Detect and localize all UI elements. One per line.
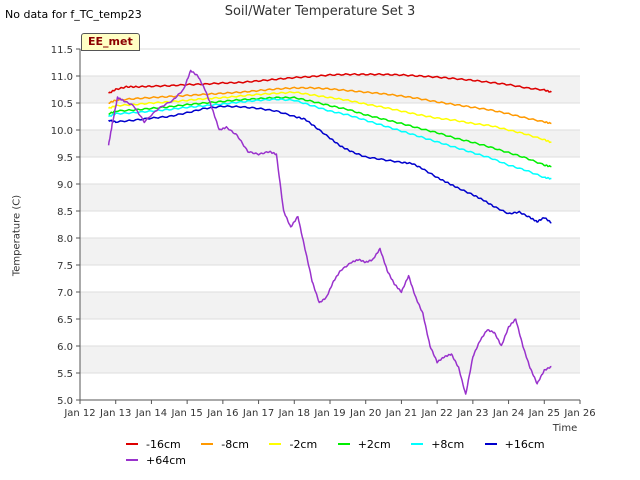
x-tick-label: Jan 23 bbox=[456, 408, 488, 419]
legend-swatch bbox=[126, 443, 138, 445]
grid-bands bbox=[80, 76, 580, 373]
grid-band bbox=[80, 238, 580, 265]
legend-row-1: -16cm -8cm -2cm +2cm +8cm +16cm bbox=[126, 438, 562, 451]
legend-item[interactable]: +64cm bbox=[126, 454, 186, 467]
site-badge: EE_met bbox=[81, 33, 140, 51]
y-tick-label: 7.5 bbox=[57, 261, 73, 272]
y-tick-label: 8.5 bbox=[57, 207, 73, 218]
x-tick-label: Jan 13 bbox=[99, 408, 131, 419]
y-axis-label: Temperature (C) bbox=[11, 194, 23, 277]
x-tick-label: Jan 14 bbox=[135, 408, 167, 419]
x-tick-label: Jan 21 bbox=[385, 408, 417, 419]
axes bbox=[76, 48, 581, 404]
x-tick-label: Jan 16 bbox=[206, 408, 238, 419]
legend-swatch bbox=[337, 443, 350, 445]
series-line-16cm bbox=[108, 72, 552, 94]
legend-label: +64cm bbox=[146, 454, 186, 467]
y-tick-label: 8.0 bbox=[57, 234, 73, 245]
y-tick-label: 11.0 bbox=[51, 72, 73, 83]
series-layer bbox=[107, 69, 552, 395]
x-tick-label: Jan 18 bbox=[278, 408, 310, 419]
legend-label: -16cm bbox=[146, 438, 181, 451]
legend-swatch bbox=[269, 443, 282, 445]
series-line-8cm bbox=[108, 86, 552, 125]
legend-label: +8cm bbox=[431, 438, 465, 451]
legend-item[interactable]: +2cm bbox=[337, 438, 391, 451]
legend-swatch bbox=[411, 443, 424, 445]
series-line-2cm bbox=[108, 91, 552, 144]
x-tick-label: Jan 12 bbox=[63, 408, 95, 419]
legend-row-2: +64cm bbox=[126, 454, 203, 467]
x-tick-label: Jan 24 bbox=[492, 408, 524, 419]
legend-item[interactable]: -16cm bbox=[126, 438, 181, 451]
legend-item[interactable]: -8cm bbox=[201, 438, 249, 451]
legend-label: +2cm bbox=[357, 438, 391, 451]
x-tick-label: Jan 20 bbox=[349, 408, 381, 419]
legend-item[interactable]: -2cm bbox=[269, 438, 317, 451]
x-tick-label: Jan 17 bbox=[242, 408, 274, 419]
y-tick-label: 6.0 bbox=[57, 342, 73, 353]
legend-label: +16cm bbox=[504, 438, 545, 451]
legend-swatch bbox=[201, 443, 214, 445]
grid-band bbox=[80, 292, 580, 319]
x-tick-label: Jan 26 bbox=[563, 408, 595, 419]
chart-title: Soil/Water Temperature Set 3 bbox=[224, 4, 416, 19]
y-tick-label: 6.5 bbox=[57, 315, 73, 326]
series-line-8cm bbox=[108, 98, 552, 180]
y-tick-label: 11.5 bbox=[51, 45, 73, 56]
x-tick-labels: Jan 12 Jan 13 Jan 14 Jan 15 Jan 16 Jan 17 Jan … bbox=[63, 408, 595, 419]
grid-band bbox=[80, 130, 580, 157]
x-tick-label: Jan 25 bbox=[528, 408, 560, 419]
y-tick-label: 9.5 bbox=[57, 153, 73, 164]
grid-band bbox=[80, 184, 580, 211]
x-tick-label: Jan 22 bbox=[420, 408, 452, 419]
y-tick-label: 5.0 bbox=[57, 396, 73, 407]
series-line-2cm bbox=[108, 96, 552, 168]
y-tick-labels: 5.0 5.5 6.0 6.5 7.0 7.5 8.0 8.5 9.0 9.5 10.0 10.5 11… bbox=[51, 45, 73, 407]
y-tick-label: 9.0 bbox=[57, 180, 73, 191]
grid-band bbox=[80, 346, 580, 373]
y-tick-label: 7.0 bbox=[57, 288, 73, 299]
legend-item[interactable]: +16cm bbox=[484, 438, 545, 451]
x-tick-label: Jan 19 bbox=[313, 408, 345, 419]
legend-swatch bbox=[126, 459, 138, 461]
legend-label: -8cm bbox=[221, 438, 249, 451]
y-tick-label: 5.5 bbox=[57, 369, 73, 380]
x-tick-label: Jan 15 bbox=[170, 408, 202, 419]
y-tick-label: 10.0 bbox=[51, 126, 73, 137]
legend-label: -2cm bbox=[289, 438, 318, 451]
legend-item[interactable]: +8cm bbox=[411, 438, 464, 451]
legend-swatch bbox=[484, 443, 497, 445]
series-line-16cm bbox=[108, 105, 552, 224]
x-axis-label: Time bbox=[552, 423, 578, 434]
y-tick-label: 10.5 bbox=[51, 99, 73, 110]
series-line-64cm bbox=[107, 69, 552, 395]
no-data-note: No data for f_TC_temp23 bbox=[5, 8, 142, 21]
